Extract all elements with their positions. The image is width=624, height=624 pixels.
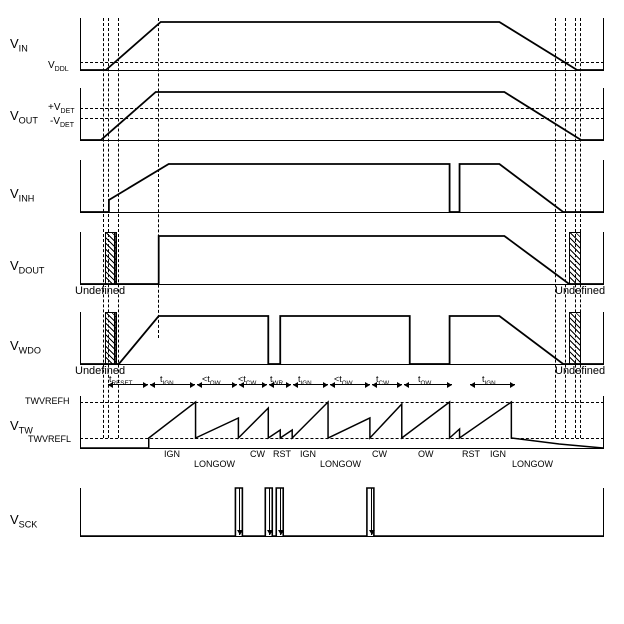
sck-arrow	[280, 488, 281, 535]
label-nvdet: -VDET	[50, 116, 74, 129]
label-tign: tIGN	[160, 374, 174, 387]
label-tcw: <tCW	[238, 374, 256, 387]
label-vin: VIN	[10, 36, 28, 54]
wave-vtw	[80, 396, 604, 449]
state-ign: IGN	[164, 449, 180, 459]
label-tcw2: tCW	[376, 374, 389, 387]
wave-vinh	[80, 160, 604, 213]
state-longow: LONGOW	[320, 459, 361, 469]
wave-vdout	[80, 232, 604, 285]
state-ign: IGN	[300, 449, 316, 459]
label-undefined: Undefined	[555, 365, 605, 377]
label-vsck: VSCK	[10, 512, 37, 530]
label-tign2: tIGN	[298, 374, 312, 387]
ref-twvrefl	[80, 438, 604, 439]
label-tow: <tOW	[202, 374, 221, 387]
state-ign: IGN	[490, 449, 506, 459]
wave-vwdo	[80, 312, 604, 365]
label-twr: tWR	[270, 374, 283, 387]
label-vinh: VINH	[10, 186, 34, 204]
row-vwdo: VWDO Undefined Undefined	[10, 312, 614, 372]
label-vddl: VDDL	[48, 60, 69, 73]
row-vdout: VDOUT Undefined Undefined	[10, 232, 614, 292]
label-vout: VOUT	[10, 108, 38, 126]
label-twvrefh: TWVREFH	[25, 396, 70, 406]
state-cw: CW	[250, 449, 265, 459]
state-longow: LONGOW	[512, 459, 553, 469]
wave-vsck	[80, 488, 604, 537]
row-vin: VIN VDDL	[10, 18, 614, 74]
wave-vout	[80, 88, 604, 141]
label-treset: tRESET	[109, 374, 133, 387]
label-undefined: Undefined	[555, 285, 605, 297]
ref-pvdet	[80, 108, 604, 109]
undefined-region	[105, 312, 117, 365]
wave-vin	[80, 18, 604, 71]
label-tow2: <tOW	[334, 374, 353, 387]
ref-vddl	[80, 62, 604, 63]
timing-diagram: VIN VDDL VOUT +VDET -VDET VINH V	[10, 10, 614, 614]
label-twvrefl: TWVREFL	[28, 434, 71, 444]
state-rst: RST	[462, 449, 480, 459]
sck-arrow	[269, 488, 270, 535]
undefined-region	[569, 232, 581, 285]
state-cw: CW	[372, 449, 387, 459]
row-vout: VOUT +VDET -VDET	[10, 88, 614, 144]
label-undefined: Undefined	[75, 285, 125, 297]
sck-arrow	[239, 488, 240, 535]
label-vtw: VTW	[10, 418, 33, 436]
row-vinh: VINH	[10, 160, 614, 216]
state-longow: LONGOW	[194, 459, 235, 469]
ref-twvrefh	[80, 402, 604, 403]
state-ow: OW	[418, 449, 434, 459]
label-vdout: VDOUT	[10, 258, 44, 276]
timing-row: tRESET tIGN <tOW <tCW tWR tIGN <tOW tCW …	[10, 378, 614, 392]
ref-nvdet	[80, 118, 604, 119]
undefined-region	[105, 232, 117, 285]
label-pvdet: +VDET	[48, 102, 75, 115]
sck-arrow	[371, 488, 372, 535]
row-vtw: TWVREFH VTW TWVREFL IGN LONGOW CW RST IG…	[10, 396, 614, 466]
undefined-region	[569, 312, 581, 365]
label-tign3: tIGN	[482, 374, 496, 387]
row-vsck: VSCK	[10, 488, 614, 544]
state-rst: RST	[273, 449, 291, 459]
label-tow3: tOW	[418, 374, 431, 387]
label-vwdo: VWDO	[10, 338, 41, 356]
